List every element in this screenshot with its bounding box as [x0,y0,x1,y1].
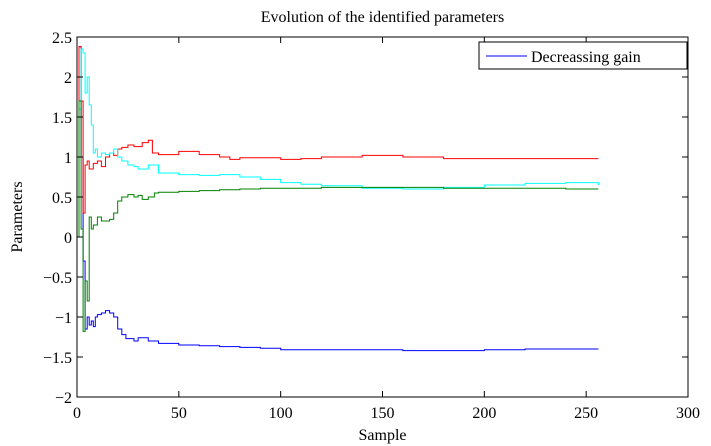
y-tick-label: 2 [64,70,72,87]
legend: Decreassing gain [478,41,688,70]
y-tick-label: 0.5 [52,190,72,207]
y-tick-label: 0 [64,230,72,247]
x-tick-label: 100 [269,405,293,422]
x-tick-label: 200 [472,405,496,422]
x-tick-label: 0 [73,405,81,422]
series-line-1 [77,46,599,238]
y-tick-label: 1.5 [52,110,72,127]
y-tick-label: 1 [64,150,72,167]
y-tick-label: −0.5 [43,270,72,287]
y-tick-label: −1 [55,310,72,327]
plot-area: 0 50 100 150 200 250 300 −2 −1.5 −1 −0.5 0 0.5 1 1.5 2 2… [43,30,700,422]
series-line-3 [77,100,599,332]
y-tick-label: −1.5 [43,350,72,367]
axes-box [76,36,689,398]
x-tick-label: 250 [574,405,598,422]
y-tick-label: 2.5 [52,30,72,47]
y-tick-label: −2 [55,390,72,407]
chart-title: Evolution of the identified parameters [261,9,504,26]
y-axis-label: Parameters [9,181,26,252]
x-tick-label: 150 [371,405,395,422]
axis-ticks: 0 50 100 150 200 250 300 −2 −1.5 −1 −0.5 0 0.5 1 1.5 2 2… [43,30,700,422]
series-line-2 [77,48,599,238]
x-tick-label: 50 [171,405,187,422]
x-axis-label: Sample [359,427,407,444]
series-group [77,46,599,352]
series-line-0 [77,46,599,352]
x-tick-label: 300 [676,405,700,422]
legend-label: Decreassing gain [531,49,641,66]
